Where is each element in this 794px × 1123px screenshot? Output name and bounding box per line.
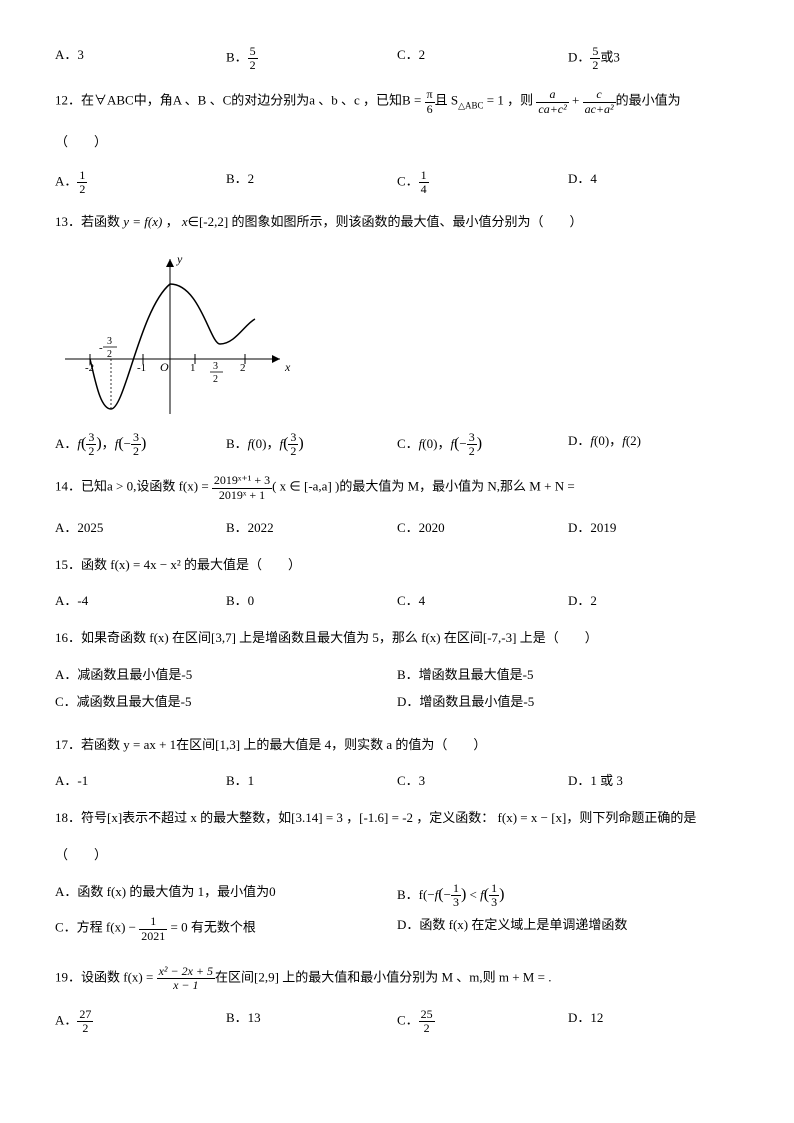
q14-text: 14．已知a > 0,设函数 f(x) = 2019ˣ⁺¹ + 32019ˣ +… xyxy=(55,474,739,501)
opt-b: B．52 xyxy=(226,45,397,72)
opt-b: B．f(−f(−13) < f(13) xyxy=(397,882,739,910)
svg-text:y: y xyxy=(176,252,183,266)
opt-d: D．f(0)，f(2) xyxy=(568,431,739,459)
q13-text: 13．若函数 y = f(x) ， x∈[-2,2] 的图象如图所示，则该函数的… xyxy=(55,212,739,233)
opt-b: B．0 xyxy=(226,591,397,612)
q13-options: A．f(32)，f(−32) B．f(0)，f(32) C．f(0)，f(−32… xyxy=(55,431,739,459)
opt-c: C．减函数且最大值是-5 xyxy=(55,692,397,713)
opt-a: A．减函数且最小值是-5 xyxy=(55,665,397,686)
opt-c: C．4 xyxy=(397,591,568,612)
svg-text:x: x xyxy=(284,360,291,374)
opt-d: D．2 xyxy=(568,591,739,612)
opt-d: D．增函数且最小值是-5 xyxy=(397,692,739,713)
opt-d: D．函数 f(x) 在定义域上是单调递增函数 xyxy=(397,915,739,942)
q15-text: 15．函数 f(x) = 4x − x² 的最大值是（ ） xyxy=(55,555,739,576)
opt-b: B．1 xyxy=(226,771,397,792)
opt-d: D．12 xyxy=(568,1008,739,1035)
svg-text:2: 2 xyxy=(213,374,218,385)
q16-text: 16．如果奇函数 f(x) 在区间[3,7] 上是增函数且最大值为 5，那么 f… xyxy=(55,628,739,649)
opt-a: A．-4 xyxy=(55,591,226,612)
svg-text:2: 2 xyxy=(107,349,112,360)
opt-c: C．2020 xyxy=(397,518,568,539)
q11-options: A．3 B．52 C．2 D．52或3 xyxy=(55,45,739,72)
opt-b: B．增函数且最大值是-5 xyxy=(397,665,739,686)
opt-b: B．2022 xyxy=(226,518,397,539)
q14-options: A．2025 B．2022 C．2020 D．2019 xyxy=(55,518,739,539)
opt-c: C．3 xyxy=(397,771,568,792)
q19-text: 19．设函数 f(x) = x² − 2x + 5x − 1在区间[2,9] 上… xyxy=(55,965,739,992)
opt-c: C．14 xyxy=(397,169,568,196)
opt-c: C．方程 f(x) − 12021 = 0 有无数个根 xyxy=(55,915,397,942)
svg-text:-1: -1 xyxy=(137,362,146,374)
opt-d: D．1 或 3 xyxy=(568,771,739,792)
svg-text:3: 3 xyxy=(107,336,112,347)
q15-options: A．-4 B．0 C．4 D．2 xyxy=(55,591,739,612)
opt-d: D．4 xyxy=(568,169,739,196)
opt-a: A．-1 xyxy=(55,771,226,792)
opt-a: A．函数 f(x) 的最大值为 1，最小值为0 xyxy=(55,882,397,910)
opt-b: B．2 xyxy=(226,169,397,196)
svg-text:O: O xyxy=(160,360,169,374)
opt-a: A．272 xyxy=(55,1008,226,1035)
opt-a: A．f(32)，f(−32) xyxy=(55,431,226,459)
q18-paren: （ ） xyxy=(55,845,739,866)
opt-b: B．13 xyxy=(226,1008,397,1035)
q19-options: A．272 B．13 C．252 D．12 xyxy=(55,1008,739,1035)
opt-d: D．52或3 xyxy=(568,45,739,72)
q18-options: A．函数 f(x) 的最大值为 1，最小值为0 B．f(−f(−13) < f(… xyxy=(55,882,739,949)
q12-paren: （ ） xyxy=(55,132,739,153)
opt-a: A．12 xyxy=(55,169,226,196)
svg-text:3: 3 xyxy=(213,361,218,372)
q13-graph: x y O -2 -1 1 2 3 2 - 3 2 xyxy=(55,249,295,419)
svg-text:-: - xyxy=(99,342,103,354)
opt-d: D．2019 xyxy=(568,518,739,539)
opt-c: C．2 xyxy=(397,45,568,72)
q17-text: 17．若函数 y = ax + 1在区间[1,3] 上的最大值是 4，则实数 a… xyxy=(55,735,739,756)
q12-text: 12．在∀ABC中，角A 、B 、C的对边分别为a 、b 、c ，已知B = π… xyxy=(55,88,739,115)
q18-text: 18．符号[x]表示不超过 x 的最大整数，如[3.14] = 3 ，[-1.6… xyxy=(55,808,739,829)
q17-options: A．-1 B．1 C．3 D．1 或 3 xyxy=(55,771,739,792)
q12-options: A．12 B．2 C．14 D．4 xyxy=(55,169,739,196)
opt-c: C．252 xyxy=(397,1008,568,1035)
opt-a: A．2025 xyxy=(55,518,226,539)
opt-a: A．3 xyxy=(55,45,226,72)
opt-c: C．f(0)，f(−32) xyxy=(397,431,568,459)
q16-options: A．减函数且最小值是-5 B．增函数且最大值是-5 C．减函数且最大值是-5 D… xyxy=(55,665,739,719)
opt-b: B．f(0)，f(32) xyxy=(226,431,397,459)
